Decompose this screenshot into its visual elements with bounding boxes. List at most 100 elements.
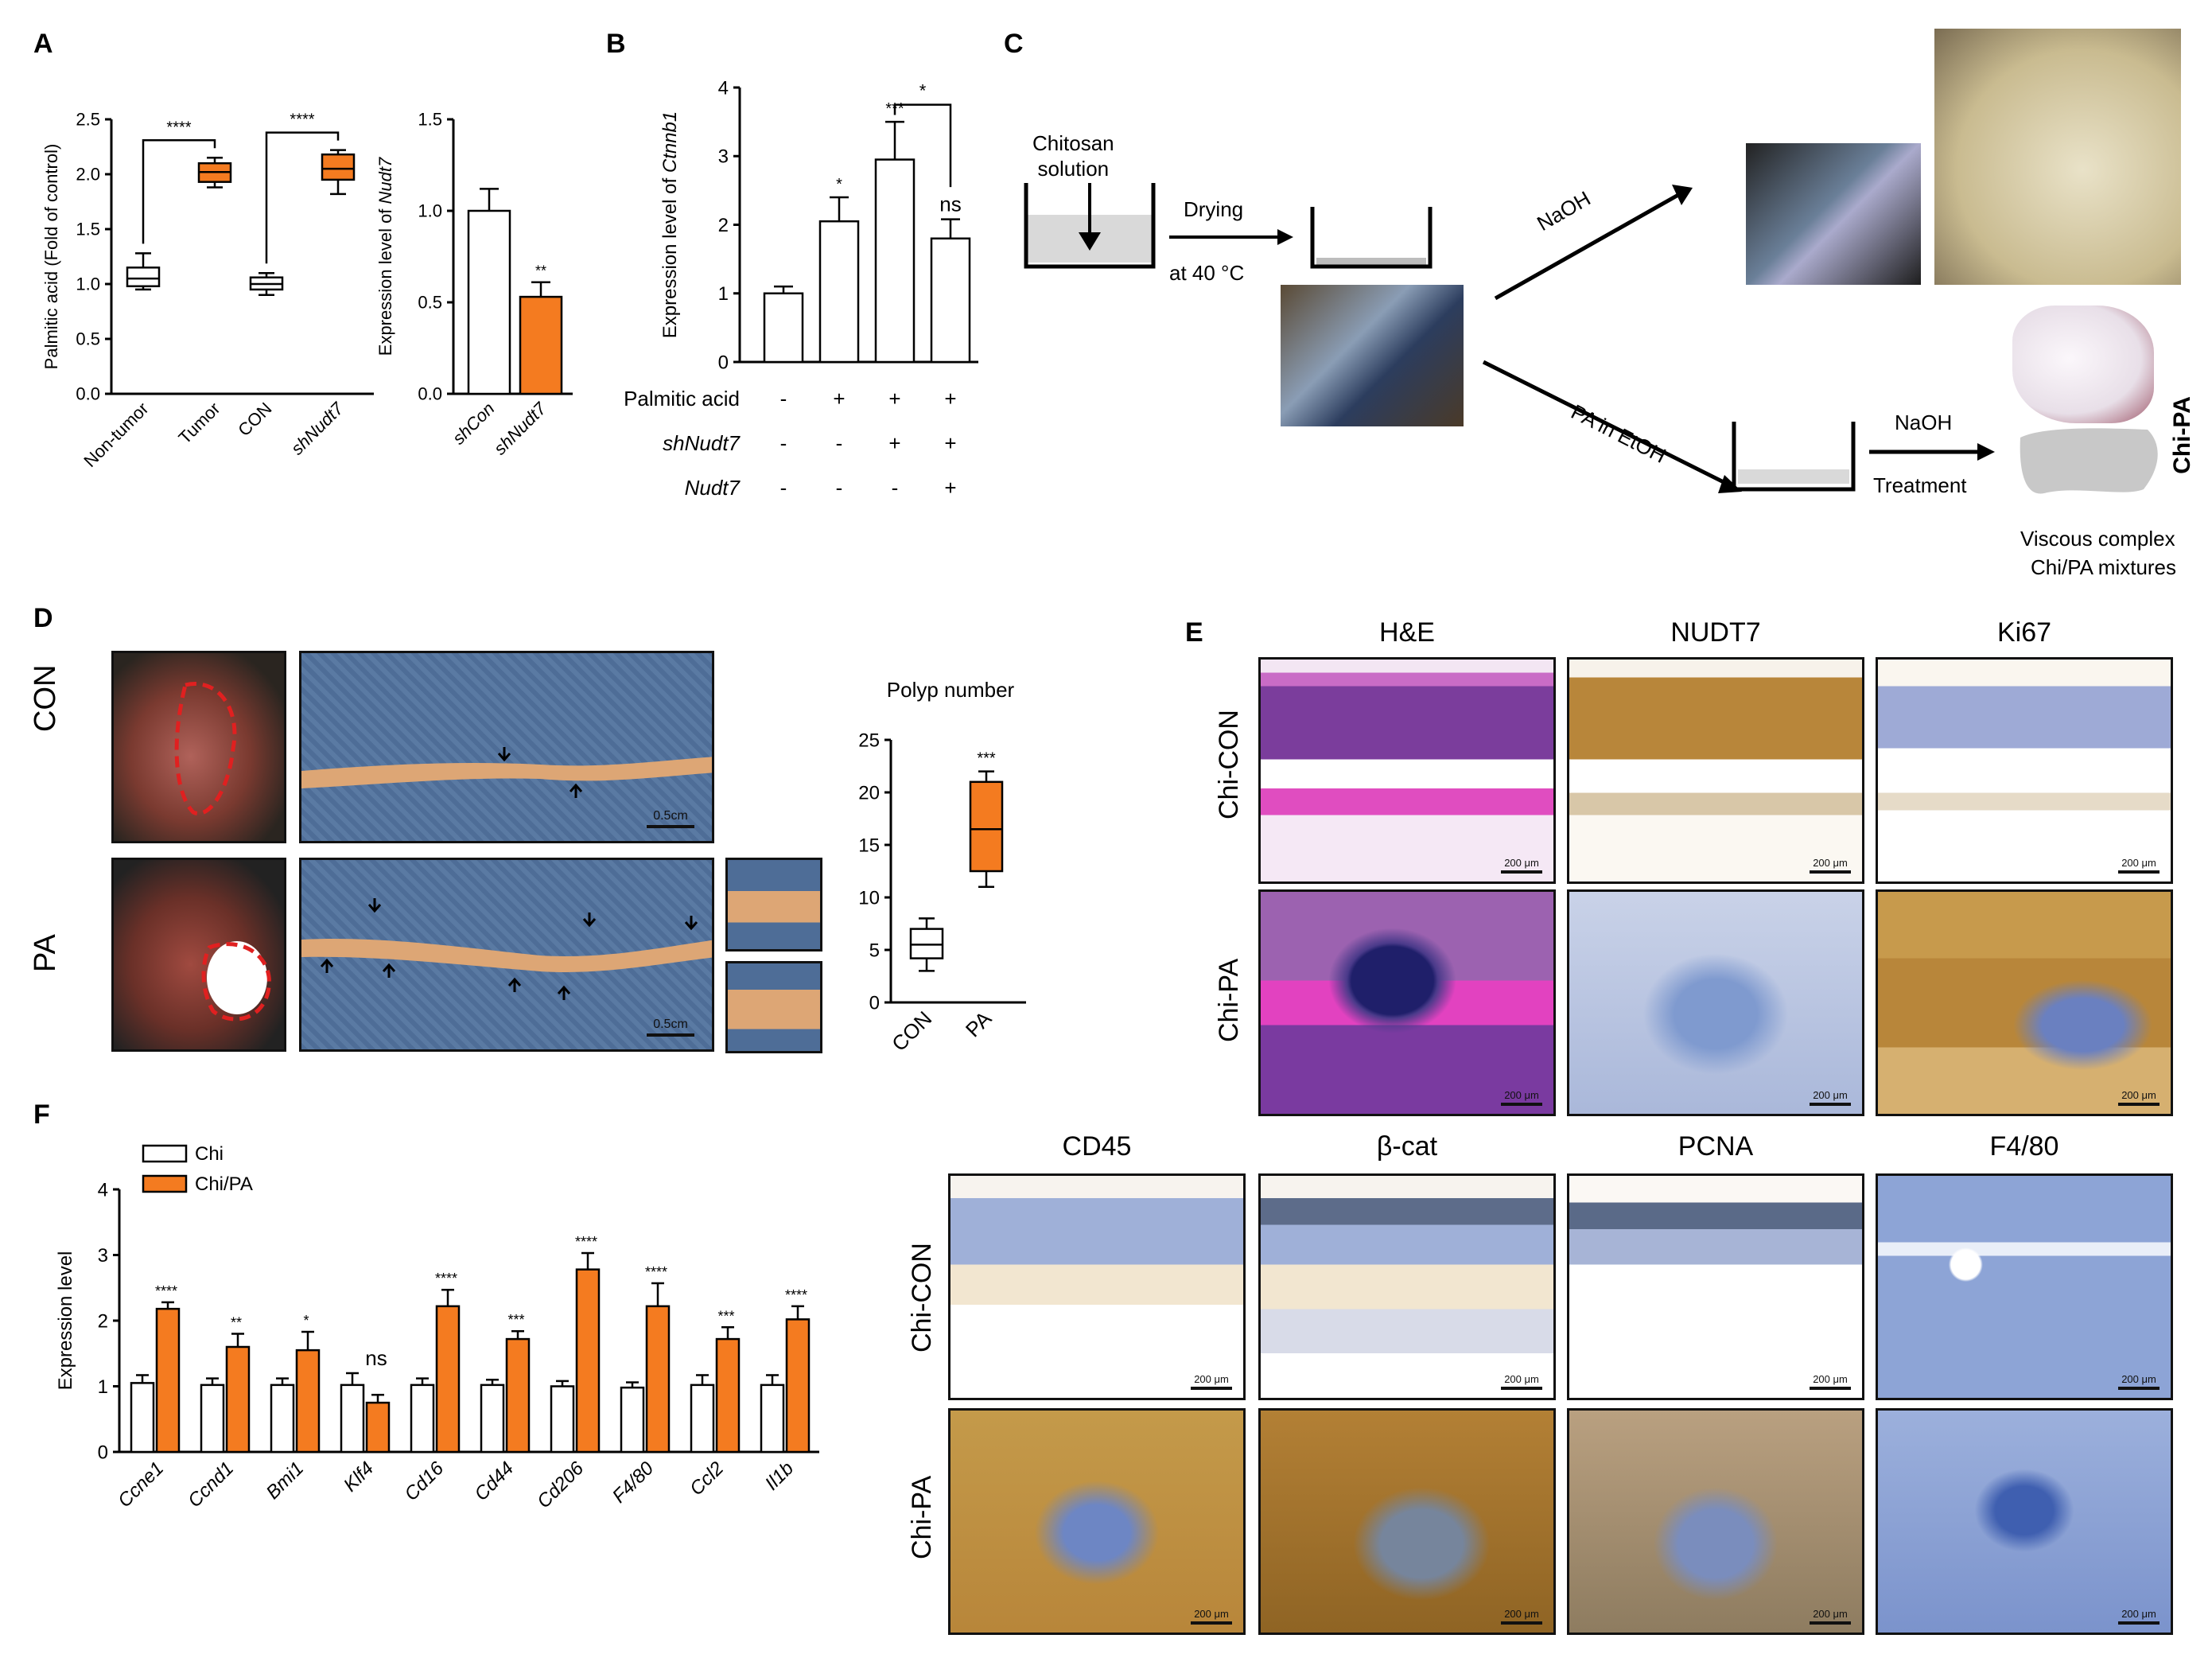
a1-category-label: CON bbox=[234, 399, 275, 440]
f-annotation: **** bbox=[645, 1264, 667, 1280]
scale-text: 200 μm bbox=[1813, 1089, 1848, 1101]
e-tile-Ki67-Chi-PA: 200 μm bbox=[1876, 889, 2173, 1116]
b-bar-1 bbox=[818, 220, 860, 364]
con-colon-photo: 0.5cm bbox=[299, 651, 714, 843]
a1-box-0-box bbox=[126, 267, 161, 288]
f-bar-Bmi1-Chi bbox=[270, 1384, 295, 1454]
scale-text: 200 μm bbox=[1504, 1089, 1539, 1101]
pa-colon-photo: 0.5cm bbox=[299, 858, 714, 1052]
e-tile-PCNA-Chi-PA: 200 μm bbox=[1567, 1408, 1864, 1635]
e-bottom-col-title-3: F4/80 bbox=[1989, 1131, 2059, 1162]
b-row-sign: + bbox=[944, 476, 956, 500]
d-tick-label: 25 bbox=[858, 730, 880, 751]
a2-bar-shCon bbox=[467, 209, 511, 395]
f-bar-F4/80-Chi/PA bbox=[645, 1305, 671, 1454]
f-ylabel: Expression level bbox=[55, 1251, 76, 1391]
treatment-label: Treatment bbox=[1873, 473, 1967, 497]
a1-tick-label: 1.5 bbox=[76, 220, 100, 239]
f-legend-label: Chi bbox=[195, 1143, 224, 1165]
a1-tick-label: 2.0 bbox=[76, 165, 100, 185]
b-row-sign: - bbox=[836, 476, 843, 500]
f-legend-swatch bbox=[142, 1144, 188, 1163]
he-scalebar: 200 μm bbox=[1501, 1089, 1542, 1106]
e-bottom-col-title-1: β-cat bbox=[1376, 1131, 1438, 1162]
e-bottom-col-title-2: PCNA bbox=[1677, 1131, 1754, 1162]
b-row-label: shNudt7 bbox=[663, 431, 741, 455]
f-tick-label: 4 bbox=[98, 1179, 108, 1201]
con-scale-text: 0.5cm bbox=[653, 809, 688, 823]
f-annotation: **** bbox=[785, 1287, 807, 1303]
b-bar-0 bbox=[763, 292, 804, 364]
f-category-label: Ccnd1 bbox=[184, 1457, 238, 1512]
e-bottom-row1-label: Chi-CON bbox=[907, 1243, 937, 1352]
d-tick-label: 20 bbox=[858, 782, 880, 804]
f-annotation: **** bbox=[435, 1271, 457, 1286]
chart-a1: 0.0 0.5 1.0 1.5 2.0 2.5 Palmitic acid (Fold of… bbox=[41, 110, 374, 471]
f-tick-label: 1 bbox=[98, 1376, 108, 1398]
d-tick-label: 5 bbox=[869, 940, 880, 961]
pa-mouse-photo bbox=[111, 858, 286, 1052]
scale-text: 200 μm bbox=[1504, 1608, 1539, 1620]
a1-tick-label: 0.0 bbox=[76, 384, 100, 404]
he-scalebar: 200 μm bbox=[1810, 857, 1851, 874]
e-tile-H&E-Chi-CON: 200 μm bbox=[1258, 657, 1556, 884]
f-annotation: *** bbox=[507, 1312, 524, 1328]
f-category-label: Bmi1 bbox=[262, 1457, 308, 1504]
f-category-label: F4/80 bbox=[608, 1457, 659, 1508]
b-bar-3 bbox=[930, 237, 971, 364]
temp-label: at 40 °C bbox=[1169, 261, 1245, 285]
b-row-sign: + bbox=[888, 431, 900, 455]
he-scalebar: 200 μm bbox=[1810, 1608, 1851, 1625]
he-scalebar: 200 μm bbox=[1191, 1373, 1232, 1390]
b-row-sign: - bbox=[780, 476, 787, 500]
e-tile-F4/80-Chi-CON: 200 μm bbox=[1876, 1173, 2173, 1400]
a1-sig-bracket bbox=[142, 139, 216, 244]
f-bar-Cd44-Chi bbox=[480, 1384, 505, 1454]
he-scalebar: 200 μm bbox=[1810, 1089, 1851, 1106]
e-top-row1-label: Chi-CON bbox=[1214, 710, 1244, 819]
pa-scalebar: 0.5cm bbox=[647, 1018, 694, 1037]
b-row-sign: - bbox=[892, 476, 899, 500]
panel-c-diagram bbox=[1024, 183, 2158, 494]
d-title: Polyp number bbox=[887, 678, 1015, 702]
naoh2-label: NaOH bbox=[1895, 411, 1953, 434]
b-sig-bracket bbox=[893, 103, 952, 188]
scale-text: 200 μm bbox=[2121, 1608, 2156, 1620]
f-annotation: *** bbox=[717, 1308, 734, 1324]
d-tick-label: 0 bbox=[869, 992, 880, 1014]
b-ylabel: Expression level of Ctnnb1 bbox=[659, 111, 681, 339]
e-tile-PCNA-Chi-CON: 200 μm bbox=[1567, 1173, 1864, 1400]
b-sig-label: * bbox=[919, 81, 927, 101]
scale-text: 200 μm bbox=[1813, 1608, 1848, 1620]
d-tick-label: 15 bbox=[858, 835, 880, 856]
f-bar-Ccl2-Chi bbox=[690, 1384, 715, 1454]
e-tile-H&E-Chi-PA: 200 μm bbox=[1258, 889, 1556, 1116]
d-annotation: *** bbox=[977, 750, 996, 768]
con-scalebar: 0.5cm bbox=[647, 809, 694, 828]
a1-sig-bracket bbox=[265, 131, 340, 264]
scale-text: 200 μm bbox=[1504, 1373, 1539, 1385]
e-tile-CD45-Chi-PA: 200 μm bbox=[948, 1408, 1246, 1635]
pa-polyp-zoom-1 bbox=[725, 858, 822, 952]
f-category-label: Cd16 bbox=[401, 1457, 449, 1505]
scale-text: 200 μm bbox=[2121, 1373, 2156, 1385]
f-bar-Cd16-Chi/PA bbox=[435, 1305, 461, 1454]
viscous-line1: Viscous complex bbox=[2020, 527, 2175, 551]
a1-ylabel: Palmitic acid (Fold of control) bbox=[41, 144, 61, 370]
f-bar-Klf4-Chi/PA bbox=[365, 1401, 391, 1454]
f-tick-label: 3 bbox=[98, 1245, 108, 1267]
a2-category-label: shNudt7 bbox=[490, 398, 550, 458]
f-category-label: Cd206 bbox=[533, 1457, 589, 1513]
b-row-sign: - bbox=[836, 431, 843, 455]
a2-bar-shNudt7 bbox=[519, 295, 563, 395]
f-tick-label: 2 bbox=[98, 1310, 108, 1332]
a1-box-3-box bbox=[321, 153, 356, 181]
b-row-sign: - bbox=[780, 431, 787, 455]
a1-tick-label: 1.0 bbox=[76, 274, 100, 294]
b-tick-label: 1 bbox=[718, 283, 729, 305]
he-scalebar: 200 μm bbox=[1501, 1608, 1542, 1625]
panel-c: Chitosan solution Drying at 40 °C NaOH P… bbox=[1010, 24, 2203, 597]
d-category-label: PA bbox=[961, 1006, 997, 1042]
con-mouse-photo bbox=[111, 651, 286, 843]
